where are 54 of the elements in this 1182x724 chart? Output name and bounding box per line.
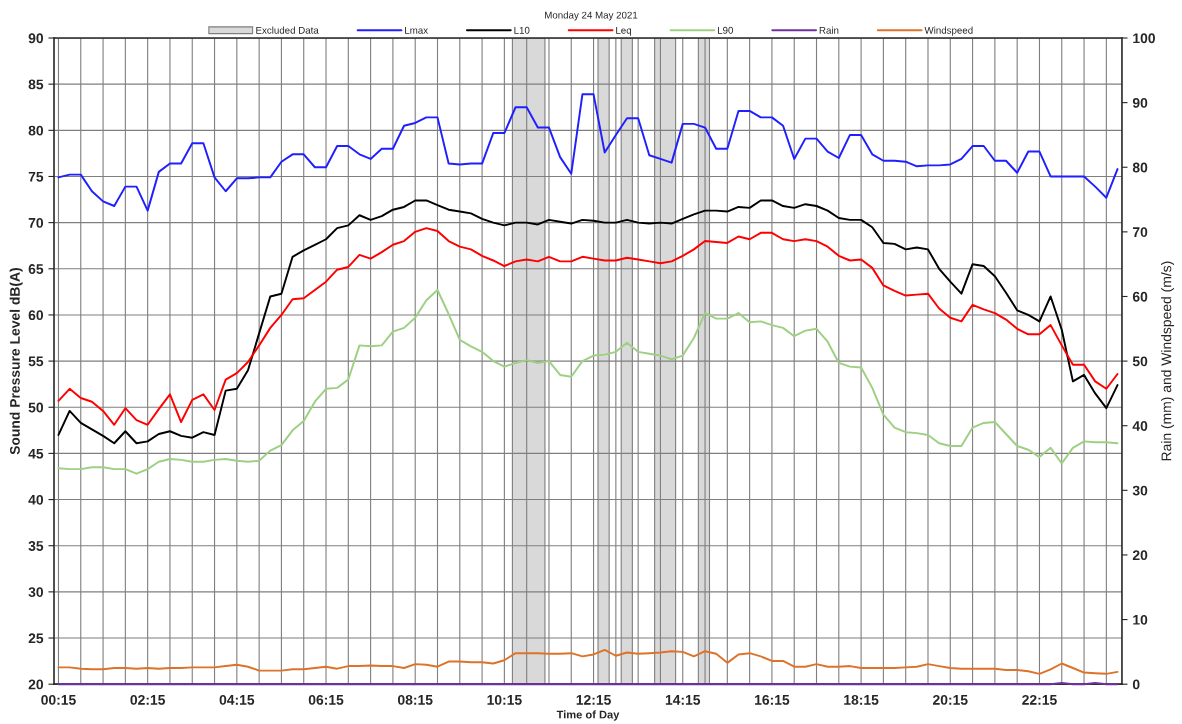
y2-tick-label: 40	[1132, 421, 1148, 431]
x-tick-label: 04:15	[219, 694, 255, 705]
y-tick-label: 25	[28, 633, 44, 644]
y2-tick-label: 50	[1132, 356, 1148, 367]
y-tick-label: 35	[28, 541, 44, 551]
legend-label: L90	[717, 26, 734, 34]
y-tick-label: 40	[28, 494, 44, 505]
x-tick-label: 00:15	[41, 694, 76, 705]
line-series	[57, 648, 1119, 675]
y-tick-label: 65	[28, 264, 44, 274]
line-series	[57, 199, 1119, 445]
y2-tick-label: 90	[1132, 97, 1148, 108]
x-tick-label: 18:15	[844, 694, 879, 705]
x-tick-label: 16:15	[755, 694, 790, 705]
y-tick-label: 50	[28, 402, 44, 413]
chart-title: Monday 24 May 2021	[545, 11, 638, 21]
y2-tick-label: 30	[1132, 485, 1148, 496]
line-series	[57, 93, 1119, 212]
x-tick-label: 10:15	[487, 694, 522, 705]
y-tick-label: 70	[28, 217, 44, 228]
y-tick-label: 45	[28, 448, 44, 459]
x-tick-label: 14:15	[665, 695, 701, 705]
legend-label: Windspeed	[924, 26, 973, 36]
x-tick-label: 12:15	[576, 694, 611, 705]
y-tick-label: 20	[28, 679, 44, 690]
y2-tick-label: 80	[1132, 162, 1148, 173]
legend-label: L10	[514, 26, 530, 34]
y2-axis-title: Rain (mm) and Windspeed (m/s)	[1161, 261, 1175, 461]
legend-label: Rain	[819, 26, 839, 34]
y2-tick-label: 60	[1132, 291, 1148, 302]
line-series	[57, 289, 1119, 475]
x-tick-label: 22:15	[1022, 694, 1057, 705]
y2-tick-label: 0	[1132, 679, 1140, 690]
x-tick-label: 20:15	[933, 694, 968, 705]
y2-tick-label: 70	[1132, 227, 1148, 238]
y-axis-title: Sound Pressure Level dB(A)	[9, 268, 23, 455]
y-tick-label: 75	[28, 171, 44, 182]
y-tick-label: 55	[28, 356, 44, 367]
y2-tick-label: 100	[1133, 33, 1155, 44]
y-tick-label: 30	[28, 587, 44, 598]
legend-label: Lmax	[405, 26, 428, 34]
x-tick-label: 06:15	[308, 694, 344, 705]
y-tick-label: 60	[28, 310, 44, 321]
x-tick-label: 08:15	[397, 694, 433, 705]
legend-label: Leq	[616, 26, 632, 36]
y-tick-label: 80	[28, 125, 44, 136]
line-series	[57, 227, 1119, 426]
y2-tick-label: 20	[1132, 550, 1148, 561]
y-tick-label: 85	[28, 79, 44, 90]
y-tick-label: 90	[28, 33, 44, 44]
x-tick-label: 02:15	[130, 694, 166, 705]
y2-tick-label: 10	[1133, 614, 1148, 625]
x-axis-title: Time of Day	[556, 710, 620, 721]
legend-label: Excluded Data	[256, 26, 319, 34]
